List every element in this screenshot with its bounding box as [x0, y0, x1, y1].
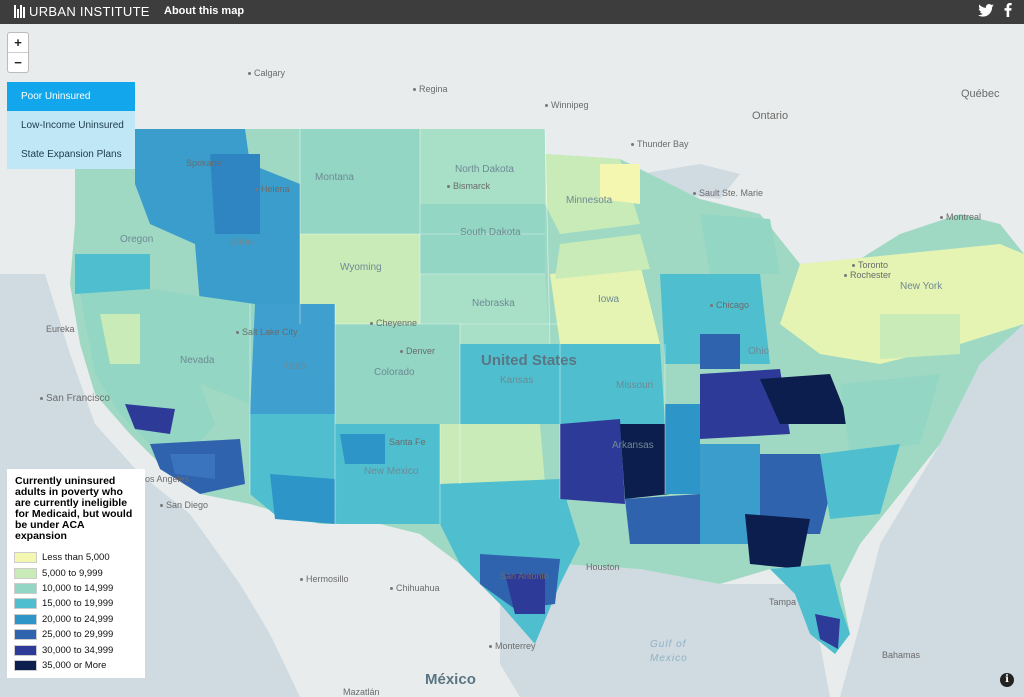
- state-label: New York: [900, 281, 943, 292]
- state-label: Minnesota: [566, 195, 613, 206]
- city-label: San Diego: [160, 500, 208, 510]
- legend-label: 10,000 to 14,999: [42, 582, 114, 594]
- legend-label: 5,000 to 9,999: [42, 567, 103, 579]
- legend-item: 15,000 to 19,999: [14, 596, 145, 611]
- city-label: Houston: [586, 562, 620, 572]
- legend-items: Less than 5,000 5,000 to 9,999 10,000 to…: [7, 542, 145, 673]
- state-label: North Dakota: [455, 164, 514, 175]
- legend-item: 30,000 to 34,999: [14, 642, 145, 657]
- zoom-in-button[interactable]: +: [14, 35, 22, 50]
- city-label: Eureka: [46, 324, 75, 334]
- city-label: Toronto: [852, 260, 888, 270]
- city-label: Winnipeg: [545, 100, 589, 110]
- region-label: Ontario: [752, 110, 789, 122]
- city-label: Bahamas: [882, 650, 921, 660]
- state-label: Arkansas: [612, 440, 654, 451]
- legend-item: 25,000 to 29,999: [14, 627, 145, 642]
- zoom-out-button[interactable]: −: [8, 52, 28, 72]
- city-label: Helena: [255, 184, 290, 194]
- legend-label: Less than 5,000: [42, 552, 110, 564]
- legend-label: 30,000 to 34,999: [42, 644, 114, 656]
- legend-swatch: [14, 582, 37, 594]
- city-label: Calgary: [248, 68, 285, 78]
- legend-label: 15,000 to 19,999: [42, 598, 114, 610]
- info-icon[interactable]: i: [1000, 673, 1014, 687]
- legend-item: 35,000 or More: [14, 658, 145, 673]
- city-label: Regina: [413, 84, 448, 94]
- legend-title: Currently uninsured adults in poverty wh…: [15, 475, 133, 542]
- city-label: Rochester: [844, 270, 891, 280]
- state-label: Montana: [315, 172, 354, 183]
- twitter-icon[interactable]: [978, 3, 994, 22]
- legend-swatch: [14, 659, 37, 671]
- map-canvas[interactable]: [0, 24, 1024, 697]
- city-label: Hermosillo: [300, 574, 349, 584]
- state-label: Iowa: [598, 294, 620, 305]
- city-label: Chihuahua: [390, 583, 440, 593]
- city-label: Bismarck: [447, 181, 490, 191]
- city-label: Santa Fe: [389, 437, 426, 447]
- city-label: San Antonio: [500, 571, 549, 581]
- top-bar: URBAN INSTITUTE About this map: [0, 0, 1024, 24]
- about-link[interactable]: About this map: [164, 5, 245, 17]
- layer-menu: Poor Uninsured Low-Income Uninsured Stat…: [7, 82, 135, 169]
- legend-swatch: [14, 644, 37, 656]
- state-label: New Mexico: [364, 466, 419, 477]
- city-label: Thunder Bay: [631, 139, 689, 149]
- legend-swatch: [14, 613, 37, 625]
- state-label: South Dakota: [460, 227, 521, 238]
- urban-institute-logo-icon: [14, 5, 26, 18]
- city-label: Spokane: [186, 158, 222, 168]
- region-label: Québec: [961, 88, 1000, 100]
- legend-swatch: [14, 567, 37, 579]
- layer-state-expansion-plans[interactable]: State Expansion Plans: [7, 140, 135, 169]
- state-label: Idaho: [228, 237, 254, 248]
- brand-name: URBAN INSTITUTE: [29, 4, 150, 19]
- state-label: Kansas: [500, 375, 534, 386]
- zoom-control: + −: [7, 32, 29, 73]
- city-label: Cheyenne: [370, 318, 417, 328]
- country-label: United States: [481, 352, 577, 369]
- country-label: México: [425, 671, 476, 688]
- legend-item: Less than 5,000: [14, 550, 145, 565]
- brand-logo-link[interactable]: URBAN INSTITUTE: [14, 4, 150, 19]
- facebook-icon[interactable]: [1004, 3, 1012, 22]
- state-label: Utah: [285, 361, 307, 372]
- state-label: Nevada: [180, 355, 215, 366]
- city-label: Monterrey: [489, 641, 536, 651]
- city-label: Mazatlán: [343, 687, 380, 697]
- city-label: San Francisco: [40, 393, 110, 404]
- city-label: Montreal: [940, 212, 981, 222]
- legend-item: 5,000 to 9,999: [14, 565, 145, 580]
- city-label: Los Angeles: [140, 474, 190, 484]
- state-label: Missouri: [616, 380, 654, 391]
- city-label: Sault Ste. Marie: [693, 188, 763, 198]
- legend-label: 20,000 to 24,999: [42, 613, 114, 625]
- state-label: Wyoming: [340, 262, 382, 273]
- legend-item: 20,000 to 24,999: [14, 612, 145, 627]
- state-label: Ohio: [748, 346, 770, 357]
- legend-label: 25,000 to 29,999: [42, 629, 114, 641]
- city-label: Tampa: [769, 597, 797, 607]
- layer-low-income-uninsured[interactable]: Low-Income Uninsured: [7, 111, 135, 140]
- legend-swatch: [14, 629, 37, 641]
- legend-swatch: [14, 552, 37, 564]
- state-label: Colorado: [374, 367, 415, 378]
- city-label: Salt Lake City: [236, 327, 298, 337]
- map-legend: Currently uninsured adults in poverty wh…: [7, 469, 145, 678]
- state-label: Oregon: [120, 234, 154, 245]
- city-label: Denver: [400, 346, 435, 356]
- legend-swatch: [14, 598, 37, 610]
- city-label: Chicago: [710, 300, 749, 310]
- legend-label: 35,000 or More: [42, 659, 107, 671]
- choropleth-map[interactable]: Calgary Regina Winnipeg Ontario Québec T…: [0, 24, 1024, 697]
- sea-label: Gulf of Mexico: [650, 639, 688, 664]
- legend-item: 10,000 to 14,999: [14, 581, 145, 596]
- state-label: Nebraska: [472, 298, 515, 309]
- layer-poor-uninsured[interactable]: Poor Uninsured: [7, 82, 135, 111]
